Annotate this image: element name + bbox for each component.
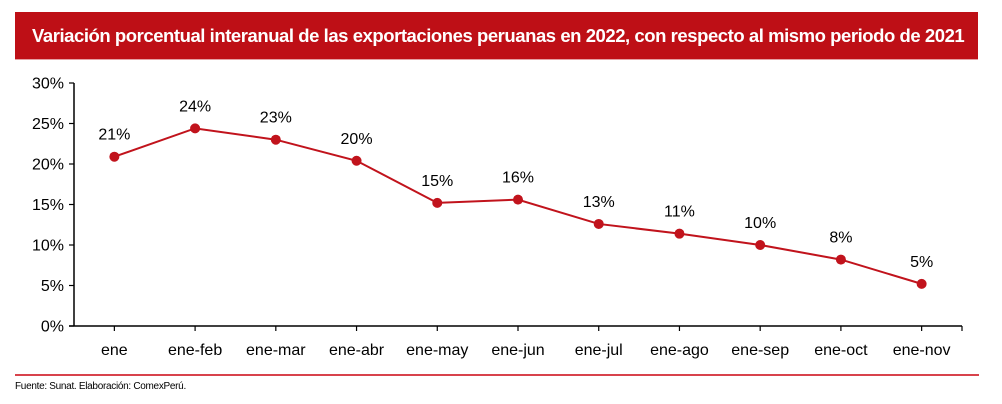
series-line-group [109, 123, 927, 289]
y-tick-label: 0% [41, 319, 64, 336]
y-tick-label: 30% [32, 76, 64, 93]
x-tick-label: ene-abr [329, 342, 385, 359]
x-tick-label: ene-may [406, 342, 468, 359]
data-point [432, 197, 443, 208]
chart-title: Variación porcentual interanual de las e… [32, 25, 965, 46]
y-tick-label: 5% [41, 278, 64, 295]
data-label: 23% [260, 110, 292, 127]
y-tick-label: 25% [32, 116, 64, 133]
data-label: 21% [98, 127, 130, 144]
footer-divider [15, 374, 979, 376]
line-chart: 0%5%10%15%20%25%30% ene ene-feb ene-mar ene… [32, 76, 963, 359]
x-tick-label: ene [101, 342, 128, 359]
y-tick-label: 15% [32, 197, 64, 214]
data-label: 15% [421, 173, 453, 190]
data-label: 11% [664, 204, 695, 221]
x-tick-label: ene-jul [575, 342, 623, 359]
data-point [513, 194, 523, 205]
x-tick-label: ene-sep [731, 342, 789, 359]
data-point [593, 218, 604, 229]
x-tick-label: ene-nov [893, 342, 951, 359]
x-axis-ticks: ene ene-feb ene-mar ene-abr ene-may ene-jun en… [101, 326, 963, 359]
x-tick-label: ene-feb [168, 342, 222, 359]
y-axis-ticks: 0% 5% 10% 15% 20% 25% 30% [32, 76, 74, 336]
x-tick-label: ene-oct [814, 342, 868, 359]
data-point [916, 278, 927, 289]
data-point [351, 155, 362, 166]
x-tick-label: ene-ago [650, 342, 709, 359]
data-point [755, 240, 766, 250]
data-label: 13% [583, 194, 615, 211]
y-tick-label: 20% [32, 157, 64, 174]
series-line [114, 127, 922, 285]
data-point [674, 228, 685, 239]
data-labels: 21% 24% 23% 20% 15% 16% 13% 11% 10% 8% 5% [98, 98, 933, 271]
data-point [835, 254, 846, 265]
data-label: 20% [341, 131, 373, 148]
data-label: 10% [744, 215, 776, 232]
data-label: 16% [502, 170, 534, 187]
data-point [270, 134, 281, 145]
data-label: 8% [829, 230, 852, 247]
data-point [109, 151, 120, 162]
x-tick-label: ene-jun [491, 342, 544, 359]
data-label: 5% [910, 254, 933, 271]
data-point [190, 123, 201, 134]
source-note: Fuente: Sunat. Elaboración: ComexPerú. [15, 381, 186, 392]
chart-title-bar: Variación porcentual interanual de las e… [15, 12, 978, 60]
axes [69, 83, 962, 327]
x-tick-label: ene-mar [246, 342, 306, 359]
data-label: 24% [179, 98, 211, 115]
y-tick-label: 10% [32, 238, 64, 255]
